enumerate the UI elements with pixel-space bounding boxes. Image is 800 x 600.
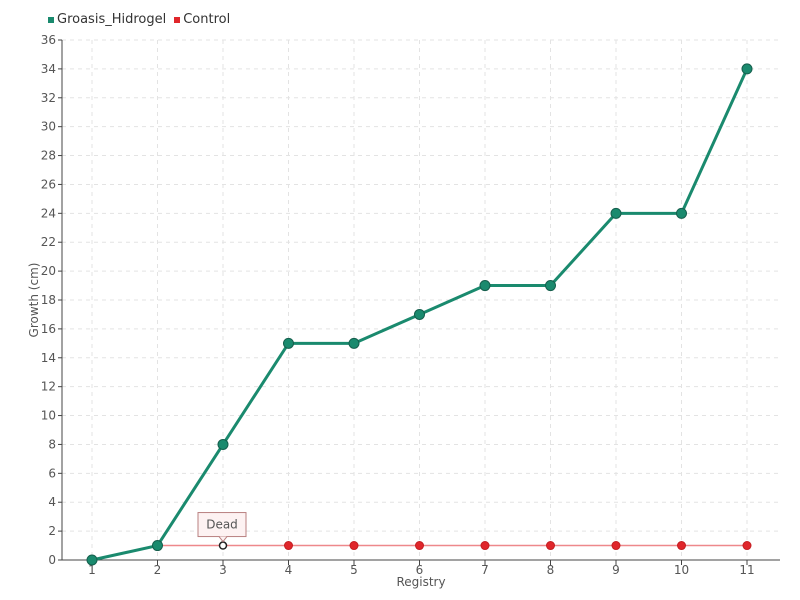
legend-swatch-control [174, 16, 181, 23]
y-tick-label: 18 [41, 293, 56, 307]
x-axis-title: Registry [396, 575, 445, 589]
data-point-control[interactable] [415, 541, 424, 551]
data-point-groasis[interactable] [545, 280, 556, 292]
y-tick-label: 4 [48, 495, 56, 509]
data-point-groasis[interactable] [676, 207, 687, 219]
data-point-groasis[interactable] [610, 207, 622, 219]
data-point-control[interactable] [611, 541, 621, 551]
x-tick-label: 11 [739, 563, 754, 577]
y-tick-label: 6 [48, 466, 56, 480]
x-tick-label: 4 [285, 563, 293, 577]
legend-swatch-groasis [48, 16, 54, 23]
x-tick-label: 7 [481, 563, 489, 577]
y-tick-label: 24 [41, 206, 56, 220]
x-tick-label: 2 [154, 563, 162, 577]
legend-item-groasis[interactable]: Groasis_Hidrogel [48, 12, 166, 27]
y-axis-title: Growth (cm) [27, 263, 41, 338]
data-point-control[interactable] [742, 541, 752, 551]
y-tick-label: 16 [41, 322, 56, 336]
chart-legend: Groasis_Hidrogel Control [48, 12, 230, 27]
y-tick-label: 30 [41, 120, 56, 134]
data-point-groasis[interactable] [217, 438, 229, 450]
tooltip-pointer [218, 536, 228, 543]
x-tick-label: 5 [350, 563, 358, 577]
data-point-control[interactable] [480, 541, 490, 551]
data-point-control[interactable] [284, 541, 293, 551]
x-tick-label: 1 [88, 563, 96, 577]
y-tick-label: 0 [48, 553, 56, 567]
data-point-control[interactable] [349, 541, 359, 551]
x-tick-label: 3 [219, 563, 227, 577]
y-tick-label: 26 [41, 177, 56, 191]
data-point-groasis[interactable] [414, 308, 425, 320]
x-tick-label: 6 [416, 563, 424, 577]
y-tick-label: 34 [41, 62, 56, 76]
data-point-control[interactable] [677, 541, 686, 551]
y-tick-label: 28 [41, 149, 56, 163]
data-point-groasis[interactable] [283, 337, 294, 349]
y-tick-label: 36 [41, 33, 56, 47]
data-point-control-dead[interactable] [218, 541, 228, 550]
data-point-groasis[interactable] [348, 337, 360, 349]
x-tick-label: 9 [612, 563, 620, 577]
legend-label-control: Control [183, 12, 231, 27]
data-point-groasis[interactable] [152, 540, 163, 552]
y-tick-label: 14 [41, 351, 56, 365]
data-point-groasis[interactable] [86, 554, 98, 566]
y-tick-label: 10 [41, 409, 56, 423]
y-tick-label: 32 [41, 91, 56, 105]
y-tick-label: 22 [41, 235, 56, 249]
y-tick-label: 12 [41, 380, 56, 394]
x-tick-label: 10 [674, 563, 689, 577]
data-point-groasis[interactable] [741, 63, 753, 75]
x-tick-label: 8 [547, 563, 555, 577]
y-tick-label: 2 [48, 524, 56, 538]
legend-item-control[interactable]: Control [174, 12, 230, 27]
y-tick-label: 8 [48, 437, 56, 451]
data-point-groasis[interactable] [479, 280, 491, 292]
tooltip-text: Dead [206, 518, 238, 532]
legend-label-groasis: Groasis_Hidrogel [57, 12, 167, 27]
data-point-control[interactable] [546, 541, 555, 551]
y-tick-label: 20 [41, 264, 56, 278]
